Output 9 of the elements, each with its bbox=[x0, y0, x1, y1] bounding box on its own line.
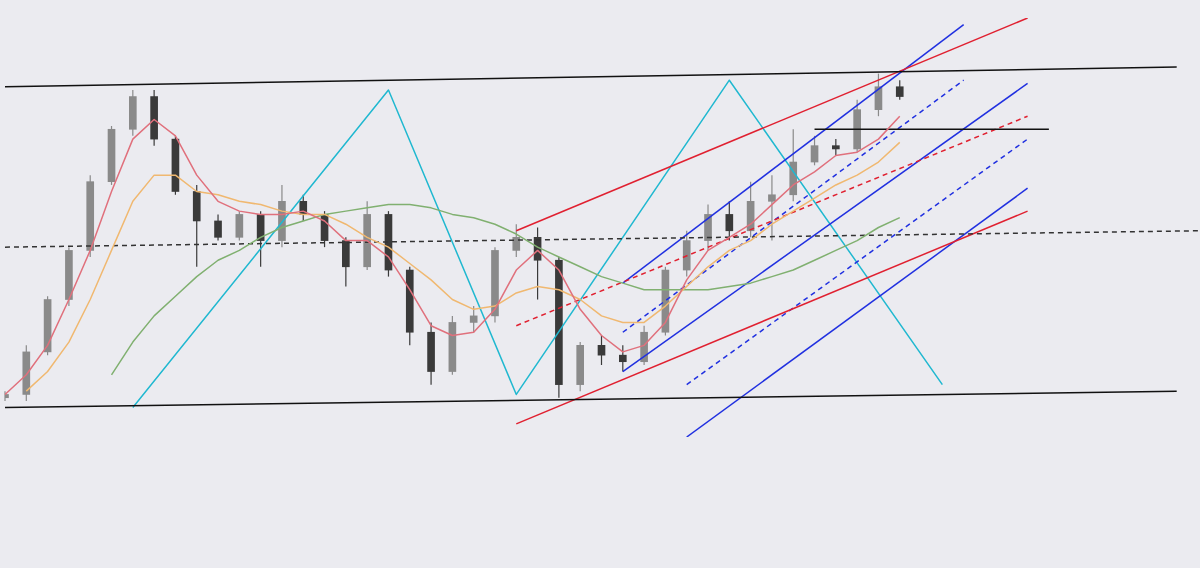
candlestick bbox=[810, 135, 819, 166]
candlestick bbox=[214, 213, 222, 242]
candlestick bbox=[618, 344, 627, 373]
candlestick bbox=[469, 305, 478, 333]
candlestick bbox=[895, 79, 904, 101]
candlestick bbox=[512, 223, 521, 258]
candlestick bbox=[235, 210, 244, 242]
candlestick bbox=[725, 200, 734, 242]
candlestick bbox=[768, 174, 776, 242]
